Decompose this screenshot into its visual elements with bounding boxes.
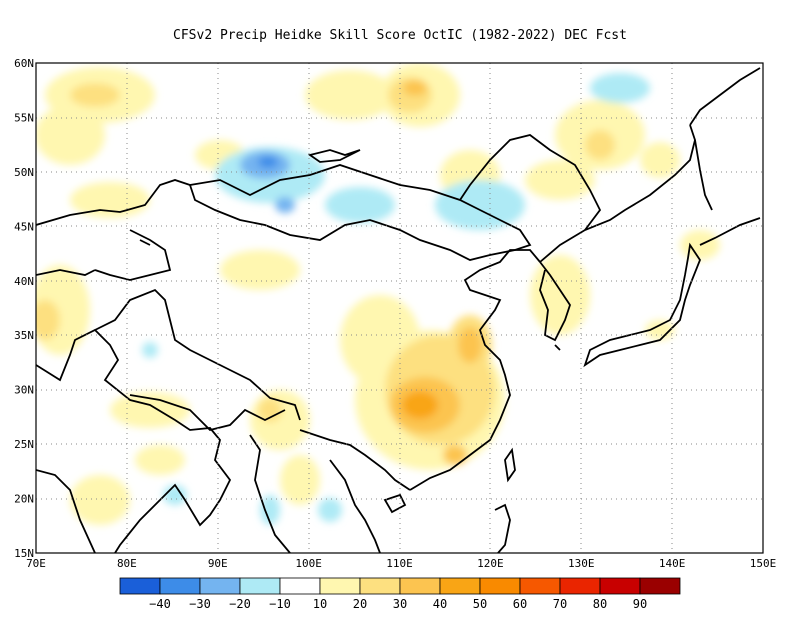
colorbar-swatch — [599, 577, 641, 595]
colorbar-swatch — [199, 577, 241, 595]
colorbar-label: −20 — [229, 597, 251, 611]
longitude-labels: 70E 80E 90E 100E 110E 120E 130E 140E 150E — [26, 557, 776, 570]
longitude-label: 130E — [568, 557, 595, 570]
colorbar-swatch — [639, 577, 681, 595]
colorbar-swatch — [359, 577, 401, 595]
colorbar-label: 20 — [353, 597, 367, 611]
colorbar-label: −40 — [149, 597, 171, 611]
colorbar-swatch — [479, 577, 521, 595]
colorbar-label: −10 — [269, 597, 291, 611]
colorbar-swatch — [439, 577, 481, 595]
latitude-label: 30N — [14, 384, 34, 397]
colorbar-label: 40 — [433, 597, 447, 611]
colorbar-swatch — [159, 577, 201, 595]
colorbar-swatch — [279, 577, 321, 595]
latitude-label: 25N — [14, 438, 34, 451]
longitude-label: 70E — [26, 557, 46, 570]
latitude-label: 45N — [14, 220, 34, 233]
map-title: CFSv2 Precip Heidke Skill Score OctIC (1… — [173, 28, 627, 43]
colorbar-label: 90 — [633, 597, 647, 611]
latitude-label: 20N — [14, 493, 34, 506]
latitude-labels: 15N 20N 25N 30N 35N 40N 45N 50N 55N 60N — [14, 57, 34, 560]
plot-frame — [35, 62, 764, 554]
colorbar-swatch — [559, 577, 601, 595]
colorbar-label: −30 — [189, 597, 211, 611]
longitude-label: 150E — [750, 557, 777, 570]
colorbar-swatch — [239, 577, 281, 595]
latitude-label: 55N — [14, 111, 34, 124]
colorbar — [119, 577, 681, 595]
latitude-label: 15N — [14, 547, 34, 560]
colorbar-swatch — [119, 577, 161, 595]
latitude-label: 50N — [14, 166, 34, 179]
latitude-label: 60N — [14, 57, 34, 70]
latitude-label: 40N — [14, 275, 34, 288]
longitude-label: 140E — [659, 557, 686, 570]
longitude-label: 100E — [295, 557, 322, 570]
longitude-label: 90E — [208, 557, 228, 570]
graticule — [36, 63, 763, 553]
coastlines-and-borders — [36, 67, 761, 553]
colorbar-label: 50 — [473, 597, 487, 611]
colorbar-label: 30 — [393, 597, 407, 611]
colorbar-label: 60 — [513, 597, 527, 611]
longitude-label: 120E — [477, 557, 504, 570]
colorbar-labels: −40 −30 −20 −10 10 20 30 40 50 60 70 80 90 — [149, 597, 647, 611]
colorbar-label: 10 — [313, 597, 327, 611]
skill-shading — [36, 63, 720, 525]
colorbar-swatch — [519, 577, 561, 595]
colorbar-swatch — [399, 577, 441, 595]
latitude-label: 35N — [14, 329, 34, 342]
colorbar-label: 70 — [553, 597, 567, 611]
longitude-label: 80E — [117, 557, 137, 570]
colorbar-label: 80 — [593, 597, 607, 611]
longitude-label: 110E — [386, 557, 413, 570]
colorbar-swatch — [319, 577, 361, 595]
